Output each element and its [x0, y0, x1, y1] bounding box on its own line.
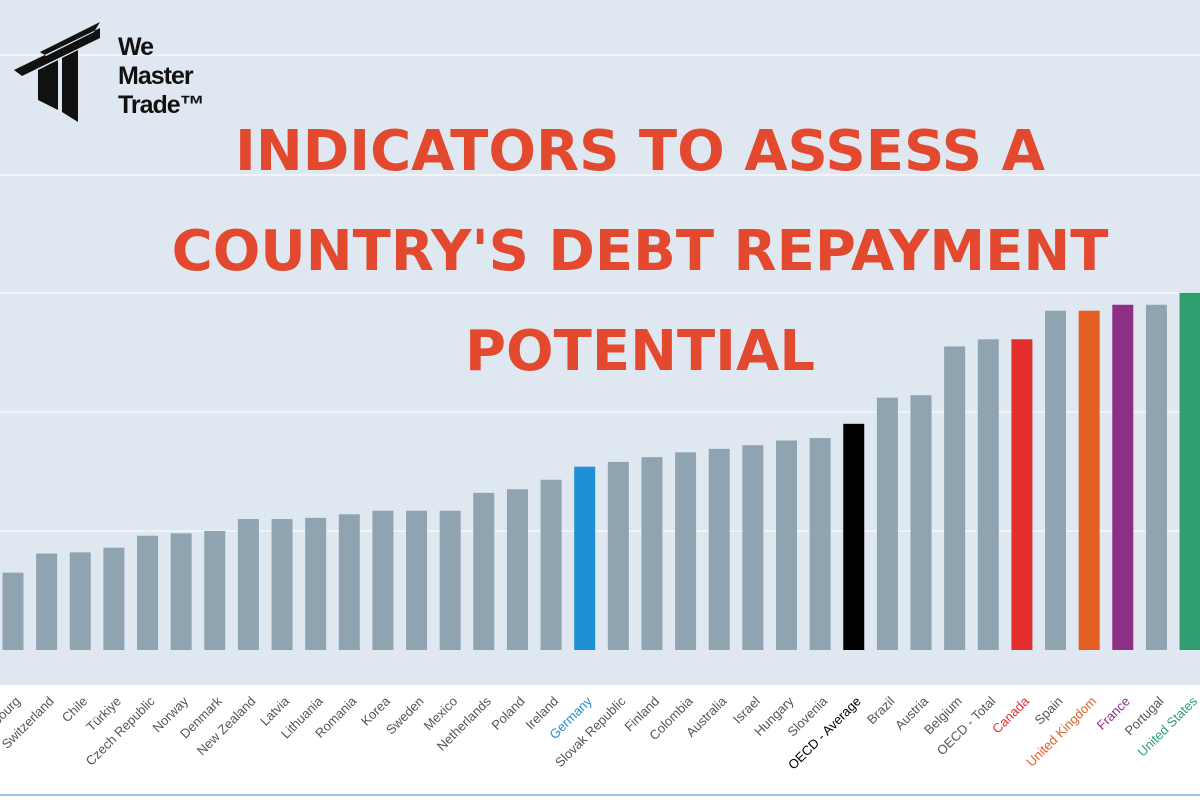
- bar: [1179, 292, 1200, 650]
- bar: [876, 397, 898, 650]
- label-strip: [0, 685, 1200, 800]
- bar: [607, 461, 629, 650]
- bar: [809, 438, 831, 650]
- bar: [506, 489, 528, 650]
- grid: [0, 54, 1200, 532]
- bar: [1112, 304, 1134, 650]
- title-line: POTENTIAL: [465, 319, 815, 384]
- logo-icon: [14, 22, 100, 122]
- bar: [1011, 339, 1033, 650]
- brand-line: Trade™: [118, 91, 204, 119]
- bar: [473, 492, 495, 650]
- bar: [338, 514, 360, 650]
- logo: We Master Trade™: [14, 22, 205, 122]
- bar: [910, 395, 932, 650]
- bar: [372, 510, 394, 650]
- bar: [1145, 304, 1167, 650]
- bar: [944, 346, 966, 650]
- bar: [69, 552, 91, 650]
- bar: [103, 547, 125, 650]
- bar: [271, 519, 293, 650]
- brand-line: We: [118, 33, 154, 61]
- bar: [2, 572, 24, 650]
- bar: [742, 445, 764, 650]
- bar: [204, 530, 226, 650]
- bar: [137, 535, 159, 650]
- bar: [574, 466, 596, 650]
- title-line: INDICATORS TO ASSESS A: [235, 119, 1046, 184]
- bar: [406, 510, 428, 650]
- plot-background: [0, 0, 1200, 685]
- bar: [237, 519, 259, 650]
- bar: [1045, 310, 1067, 650]
- bar: [977, 339, 999, 650]
- brand-line: Master: [118, 62, 194, 90]
- bar: [36, 553, 58, 650]
- bar: [439, 510, 461, 650]
- bar: [540, 479, 562, 650]
- bars: [2, 292, 1200, 650]
- bar: [843, 423, 865, 650]
- bar: [1078, 310, 1100, 650]
- bar: [305, 517, 327, 650]
- title-line: COUNTRY'S DEBT REPAYMENT: [172, 219, 1109, 284]
- bar: [675, 452, 697, 650]
- bar: [708, 448, 730, 650]
- bar: [775, 440, 797, 650]
- bar: [170, 533, 192, 650]
- bar: [641, 457, 663, 650]
